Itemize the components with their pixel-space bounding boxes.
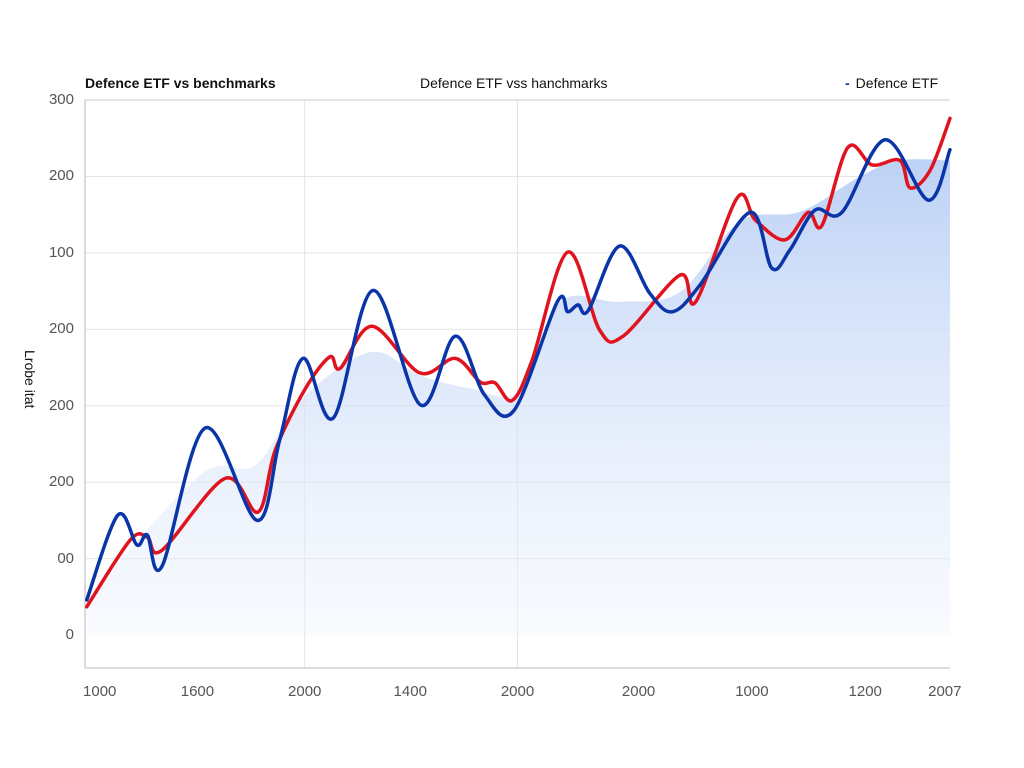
legend-item: - Defence ETF bbox=[845, 75, 938, 91]
x-tick-label: 1600 bbox=[180, 683, 215, 700]
y-tick-label: 200 bbox=[48, 396, 74, 414]
y-axis-label: Lrobe itat bbox=[22, 350, 38, 409]
y-tick-label: 200 bbox=[48, 473, 74, 491]
chart-subtitle: Defence ETF vss hanchmarks bbox=[420, 75, 608, 91]
x-tick-label: 2000 bbox=[288, 683, 322, 700]
line-series-benchmark bbox=[84, 116, 952, 609]
chart-title: Defence ETF vs benchmarks bbox=[85, 75, 276, 91]
y-tick-label: 300 bbox=[48, 91, 74, 108]
x-tick-label: 1000 bbox=[83, 683, 117, 700]
x-tick-label: 2000 bbox=[500, 683, 535, 700]
x-tick-label: 1200 bbox=[848, 683, 882, 700]
y-tick-label: 200 bbox=[48, 167, 74, 185]
x-tick-label: 2000 bbox=[621, 683, 656, 700]
y-tick-label: 00 bbox=[57, 549, 74, 567]
x-tick-label: 2007 bbox=[928, 683, 962, 700]
legend-label: Defence ETF bbox=[855, 75, 939, 91]
x-tick-label: 1400 bbox=[393, 683, 427, 700]
y-tick-label: 0 bbox=[65, 626, 74, 644]
y-tick-label: 100 bbox=[48, 243, 74, 261]
y-tick-label: 200 bbox=[48, 320, 74, 338]
legend-marker: - bbox=[845, 75, 850, 91]
x-tick-label: 1000 bbox=[735, 683, 769, 700]
area-series bbox=[86, 159, 951, 636]
